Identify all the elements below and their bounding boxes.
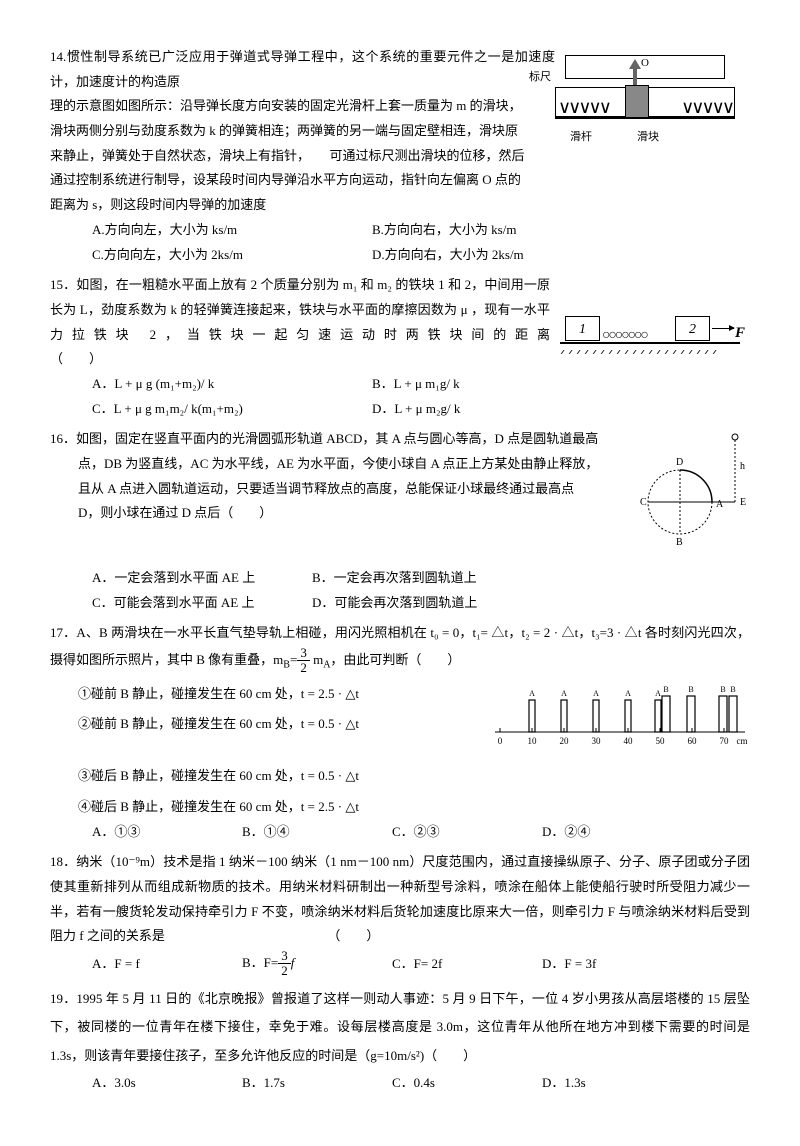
q16-opt-d[interactable]: D．可能会再次落到圆轨道上 — [312, 591, 477, 616]
q15-figure: 1 ○○○○○○○ 2 F — [560, 311, 750, 361]
q17-options: A．①③ B．①④ C．②③ D．②④ — [50, 820, 750, 845]
q14-options-cd: C.方向向左，大小为 2ks/m D.方向向右，大小为 2ks/m — [50, 243, 750, 268]
spring-left-icon: ∨∨∨∨∨ — [558, 92, 609, 126]
q18-opt-a[interactable]: A．F = f — [92, 952, 242, 977]
svg-text:A: A — [529, 689, 535, 698]
q19-opt-a[interactable]: A．3.0s — [92, 1071, 242, 1096]
ruler-label: 标尺 — [529, 67, 551, 88]
q15-opt-d[interactable]: D．L + μ m₂g/ k — [372, 397, 460, 422]
q17-opt-d[interactable]: D．②④ — [542, 820, 590, 845]
question-16: D C A B E h 16．如图，固定在竖直平面内的光滑圆弧形轨道 ABCD，… — [50, 427, 750, 615]
q18-options: A．F = f B．F=32f C．F= 2f D．F = 3f — [50, 949, 750, 979]
ruler: O — [565, 55, 725, 79]
svg-text:50: 50 — [656, 736, 666, 746]
q15-options-cd: C．L + μ g m₁m₂/ k(m₁+m₂) D．L + μ m₂g/ k — [50, 397, 750, 422]
svg-text:A: A — [655, 689, 661, 698]
origin-label: O — [641, 53, 649, 74]
q15-opt-a[interactable]: A．L + μ g (m₁+m₂)/ k — [92, 372, 372, 397]
label-b: B — [676, 537, 683, 548]
q14-opt-b[interactable]: B.方向向右，大小为 ks/m — [372, 218, 516, 243]
q19-opt-b[interactable]: B．1.7s — [242, 1071, 392, 1096]
svg-text:40: 40 — [624, 736, 634, 746]
svg-text:B: B — [663, 685, 668, 694]
svg-text:B: B — [730, 685, 735, 694]
rod-icon — [555, 117, 735, 119]
q17-opt-a[interactable]: A．①③ — [92, 820, 242, 845]
svg-text:cm: cm — [737, 736, 748, 746]
q17-opt-c[interactable]: C．②③ — [392, 820, 542, 845]
hatch-icon — [560, 344, 740, 354]
q18-opt-c[interactable]: C．F= 2f — [392, 952, 542, 977]
q14-figure: 标尺 O ∨∨∨∨∨ ∨∨∨∨∨ 滑杆 滑块 — [555, 47, 750, 157]
force-arrow-icon — [712, 328, 734, 329]
q17-opt-b[interactable]: B．①④ — [242, 820, 392, 845]
label-a: A — [716, 499, 724, 510]
question-14: 标尺 O ∨∨∨∨∨ ∨∨∨∨∨ 滑杆 滑块 14.惯性制导系统已广泛应用于弹道… — [50, 45, 750, 267]
rod-label: 滑杆 — [570, 127, 592, 148]
q14-line-5: 距离为 s，则这段时间内导弹的加速度 — [50, 193, 750, 218]
svg-text:30: 30 — [592, 736, 602, 746]
q16-opt-b[interactable]: B．一定会再次落到圆轨道上 — [312, 566, 477, 591]
slider-block-icon — [625, 85, 649, 119]
q14-line-4: 通过控制系统进行制导，设某段时间内导弹沿水平方向运动，指针向左偏离 O 点的 — [50, 168, 750, 193]
label-d: D — [676, 457, 683, 468]
q17-item-3: ③碰后 B 静止，碰撞发生在 60 cm 处，t = 0.5 · △t — [50, 764, 750, 789]
q14-opt-d[interactable]: D.方向向右，大小为 2ks/m — [372, 243, 524, 268]
question-17: 17．A、B 两滑块在一水平长直气垫导轨上相碰，用闪光照相机在 t₀ = 0，t… — [50, 621, 750, 844]
label-h: h — [740, 461, 745, 472]
q17-text: 17．A、B 两滑块在一水平长直气垫导轨上相碰，用闪光照相机在 t₀ = 0，t… — [50, 621, 750, 675]
q16-opt-a[interactable]: A．一定会落到水平面 AE 上 — [92, 566, 312, 591]
q15-opt-b[interactable]: B．L + μ m₁g/ k — [372, 372, 460, 397]
q19-text: 19．1995 年 5 月 11 日的《北京晚报》曾报道了这样一则动人事迹：5 … — [50, 985, 750, 1071]
svg-text:60: 60 — [688, 736, 698, 746]
q16-options-ab: A．一定会落到水平面 AE 上 B．一定会再次落到圆轨道上 — [50, 566, 750, 591]
q14-options-ab: A.方向向左，大小为 ks/m B.方向向右，大小为 ks/m — [50, 218, 750, 243]
q14-opt-c[interactable]: C.方向向左，大小为 2ks/m — [92, 243, 372, 268]
q19-options: A．3.0s B．1.7s C．0.4s D．1.3s — [50, 1071, 750, 1096]
q14-opt-a[interactable]: A.方向向左，大小为 ks/m — [92, 218, 372, 243]
pointer-icon — [629, 59, 641, 69]
block-label: 滑块 — [637, 127, 659, 148]
svg-text:A: A — [593, 689, 599, 698]
svg-text:A: A — [625, 689, 631, 698]
block-1-icon: 1 — [565, 316, 600, 341]
q16-options-cd: C．可能会落到水平面 AE 上 D．可能会再次落到圆轨道上 — [50, 591, 750, 616]
q18-text: 18．纳米（10⁻⁹m）技术是指 1 纳米－100 纳米（1 nm－100 nm… — [50, 850, 750, 949]
label-c: C — [640, 497, 647, 508]
q15-opt-c[interactable]: C．L + μ g m₁m₂/ k(m₁+m₂) — [92, 397, 372, 422]
svg-text:70: 70 — [720, 736, 730, 746]
question-18: 18．纳米（10⁻⁹m）技术是指 1 纳米－100 纳米（1 nm－100 nm… — [50, 850, 750, 978]
q15-options-ab: A．L + μ g (m₁+m₂)/ k B．L + μ m₁g/ k — [50, 372, 750, 397]
label-e: E — [740, 497, 746, 508]
q16-opt-c[interactable]: C．可能会落到水平面 AE 上 — [92, 591, 312, 616]
svg-text:10: 10 — [528, 736, 538, 746]
q18-opt-b[interactable]: B．F=32f — [242, 949, 392, 979]
svg-text:0: 0 — [498, 736, 503, 746]
q17-item-4: ④碰后 B 静止，碰撞发生在 60 cm 处，t = 2.5 · △t — [50, 795, 750, 820]
svg-text:B: B — [720, 685, 725, 694]
question-15: 1 ○○○○○○○ 2 F 15．如图，在一粗糙水平面上放有 2 个质量分别为 … — [50, 273, 750, 421]
question-19: 19．1995 年 5 月 11 日的《北京晚报》曾报道了这样一则动人事迹：5 … — [50, 985, 750, 1095]
block-2-icon: 2 — [675, 316, 710, 341]
svg-text:20: 20 — [560, 736, 570, 746]
svg-text:A: A — [561, 689, 567, 698]
q18-opt-d[interactable]: D．F = 3f — [542, 952, 596, 977]
q19-opt-d[interactable]: D．1.3s — [542, 1071, 586, 1096]
spring-right-icon: ∨∨∨∨∨ — [681, 92, 732, 126]
q19-opt-c[interactable]: C．0.4s — [392, 1071, 542, 1096]
q17-figure: 010203040506070cm AAAA ABBBB — [490, 680, 750, 759]
q16-figure: D C A B E h — [640, 427, 750, 566]
svg-text:B: B — [688, 685, 693, 694]
